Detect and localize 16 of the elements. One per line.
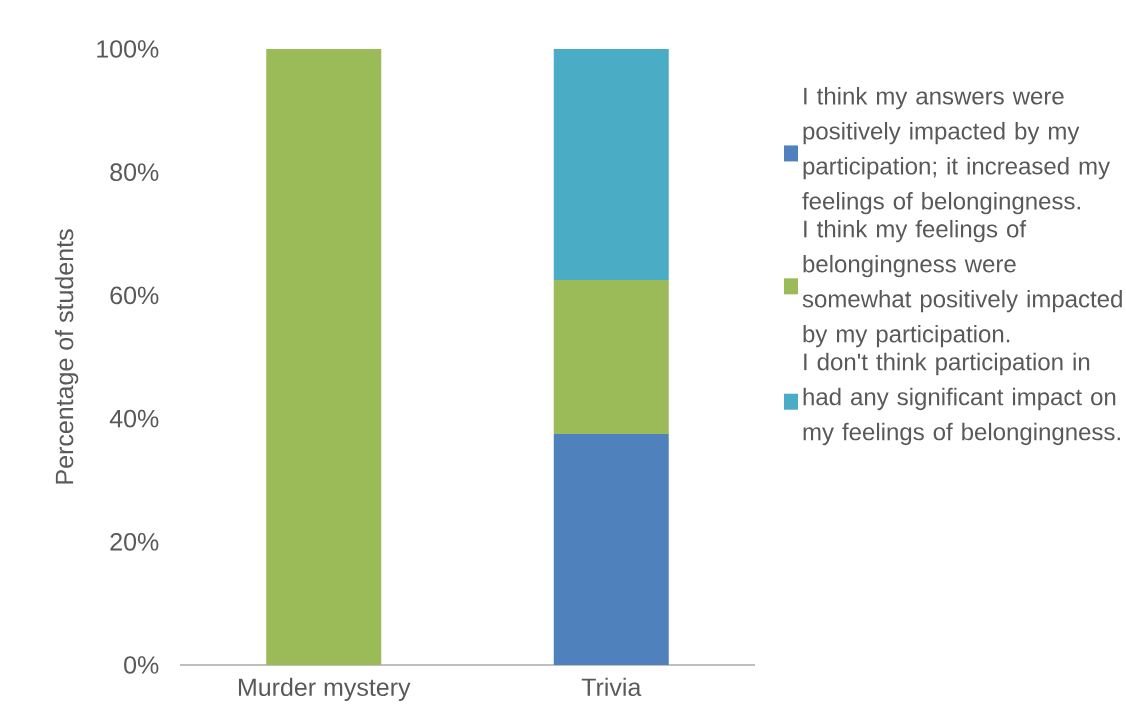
bar <box>266 48 382 665</box>
y-tick-label: 100% <box>97 40 159 58</box>
legend-label: I think my feelings of belongingness were somewhat positively impacted by my participation. <box>802 219 1122 348</box>
y-axis-title: Percentage of students <box>54 229 79 484</box>
bar <box>553 48 669 280</box>
legend-label: I think my answers were positively impacted by my participation; it increased my feelings of belongingness. <box>802 87 1111 215</box>
y-tick-label: 80% <box>110 163 159 182</box>
y-tick-label: 0% <box>124 656 159 674</box>
legend-label: I don't think participation in had any significant impact on my feelings of belongingness. <box>803 352 1120 446</box>
y-tick-label: 40% <box>109 409 159 428</box>
bar <box>553 433 669 665</box>
y-tick-label: 20% <box>110 532 159 551</box>
bar <box>553 279 669 434</box>
y-tick-label: 60% <box>110 286 159 305</box>
x-tick-label: Trivia <box>581 677 642 697</box>
x-tick-label: Murder mystery <box>238 677 411 702</box>
